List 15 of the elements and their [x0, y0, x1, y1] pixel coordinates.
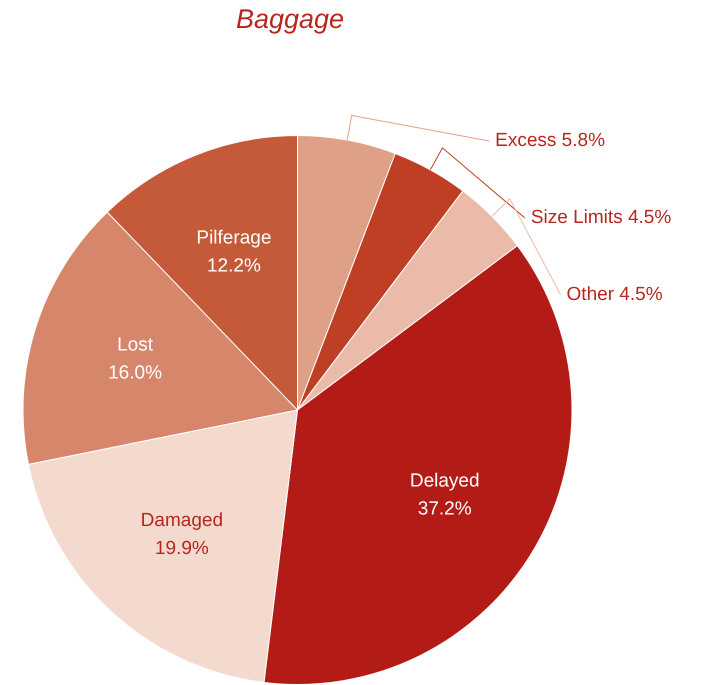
data-label: 16.0% [108, 362, 162, 384]
data-label: 37.2% [418, 498, 472, 520]
data-label: 5.8% [562, 130, 606, 152]
slice-label: Size Limits [530, 207, 623, 228]
slice-label: Damaged [140, 510, 224, 532]
chart-title: Baggage [234, 4, 346, 35]
slice-label: Delayed [410, 470, 480, 492]
data-label: 12.2% [206, 255, 261, 276]
slice-label: Other [566, 284, 615, 305]
slice-label: Excess [495, 130, 556, 152]
data-label: 19.9% [154, 538, 209, 560]
slice-label: Lost [117, 334, 154, 356]
slice-label: Pilferage [196, 227, 272, 248]
data-label: 4.5% [619, 284, 663, 305]
data-label: 4.5% [628, 207, 672, 228]
